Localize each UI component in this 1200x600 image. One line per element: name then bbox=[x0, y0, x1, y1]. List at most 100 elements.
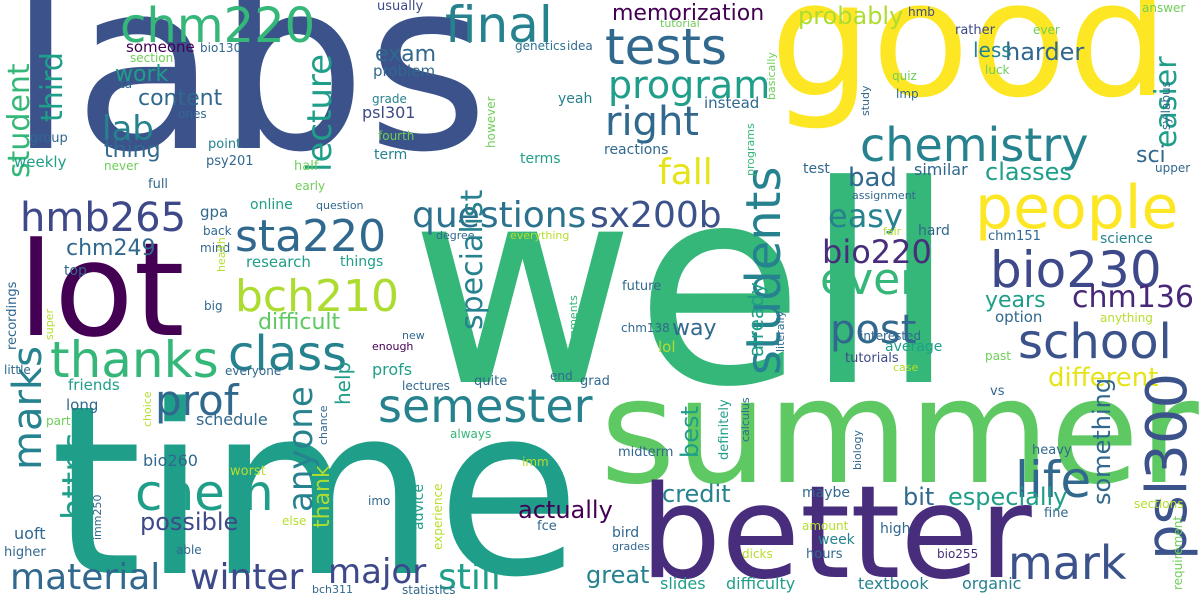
word-psl300: psl300 bbox=[1135, 372, 1200, 560]
word-super: super bbox=[43, 309, 56, 340]
word-third: third bbox=[35, 52, 70, 122]
word-gpa: gpa bbox=[200, 203, 229, 221]
word-difficulty: difficulty bbox=[726, 574, 796, 593]
word-bio255: bio255 bbox=[937, 547, 979, 561]
word-lot: lot bbox=[18, 214, 185, 366]
word-time: time bbox=[50, 356, 581, 600]
word-heavy: heavy bbox=[1032, 443, 1072, 458]
word-material: material bbox=[10, 557, 161, 598]
word-dicks: dicks bbox=[742, 547, 773, 561]
word-people: people bbox=[975, 173, 1179, 243]
word-full: full bbox=[148, 177, 169, 192]
word-never: never bbox=[104, 159, 139, 173]
word-way: way bbox=[672, 316, 717, 341]
word-statistics: statistics bbox=[402, 583, 456, 597]
word-psl301: psl301 bbox=[362, 103, 416, 122]
word-ta: ta bbox=[120, 77, 133, 91]
word-assignments: assignments bbox=[567, 295, 580, 365]
word-ones: ones bbox=[178, 107, 207, 121]
word-back: back bbox=[203, 224, 232, 238]
word-imm250: imm250 bbox=[91, 494, 104, 540]
word-exam: exam bbox=[375, 42, 437, 67]
word-usually: usually bbox=[377, 0, 424, 14]
word-chem: chem bbox=[135, 464, 274, 522]
word-bio220: bio220 bbox=[822, 233, 932, 271]
word-everything: everything bbox=[510, 229, 570, 242]
word-help: help bbox=[331, 361, 355, 405]
word-good: good bbox=[770, 0, 1169, 133]
word-chm138: chm138 bbox=[621, 321, 670, 335]
word-interested: interested bbox=[860, 329, 922, 343]
word-online: online bbox=[250, 197, 293, 213]
word-credit: credit bbox=[662, 480, 731, 508]
word-school: school bbox=[1018, 314, 1172, 370]
word-grades: grades bbox=[612, 540, 650, 553]
word-different: different bbox=[1048, 363, 1159, 393]
word-section: section bbox=[130, 51, 174, 65]
word-maybe: maybe bbox=[802, 485, 851, 501]
word-content: content bbox=[138, 86, 223, 111]
word-science: science bbox=[1100, 231, 1153, 247]
word-instead: instead bbox=[704, 94, 760, 112]
word-final: final bbox=[445, 0, 553, 54]
word-enough: enough bbox=[372, 340, 414, 353]
word-fair: fair bbox=[883, 225, 902, 238]
word-program: program bbox=[608, 63, 771, 107]
word-hmb265: hmb265 bbox=[20, 195, 187, 241]
word-questions: questions bbox=[412, 195, 587, 236]
word-fourth: fourth bbox=[378, 129, 415, 143]
word-amount: amount bbox=[802, 519, 849, 533]
word-part: part bbox=[46, 414, 71, 428]
word-basically: basically bbox=[765, 52, 778, 100]
word-semester: semester bbox=[378, 379, 593, 433]
word-class: class bbox=[228, 326, 348, 382]
word-life: life bbox=[1015, 451, 1092, 509]
word-chm249: chm249 bbox=[66, 236, 156, 261]
word-tutorial: tutorial bbox=[660, 17, 700, 30]
word-definitely: definitely bbox=[717, 399, 732, 460]
word-everyone: everyone bbox=[225, 364, 282, 378]
word-quite: quite bbox=[474, 374, 508, 389]
word-especially: especially bbox=[948, 483, 1068, 511]
word-recordings: recordings bbox=[5, 281, 20, 350]
word-tests: tests bbox=[605, 18, 728, 76]
word-hmb: hmb bbox=[908, 5, 935, 19]
word-early: early bbox=[295, 179, 326, 193]
word-thing: thing bbox=[104, 138, 161, 163]
word-chemistry: chemistry bbox=[860, 118, 1089, 172]
word-yeah: yeah bbox=[558, 91, 593, 107]
word-tutorials: tutorials bbox=[845, 351, 899, 366]
word-slides: slides bbox=[660, 574, 706, 593]
word-future: future bbox=[622, 279, 662, 294]
word-possible: possible bbox=[140, 508, 239, 536]
word-classes: classes bbox=[985, 158, 1072, 186]
word-grad: grad bbox=[580, 374, 610, 389]
word-fall: fall bbox=[658, 152, 713, 193]
word-genetics: genetics bbox=[515, 39, 566, 53]
word-answer: answer bbox=[1142, 1, 1186, 15]
word-luck: luck bbox=[985, 63, 1010, 77]
word-fine: fine bbox=[1044, 506, 1069, 521]
word-study: study bbox=[859, 85, 872, 116]
word-degree: degree bbox=[436, 229, 475, 242]
word-hard: hard bbox=[918, 223, 950, 239]
word-bch311: bch311 bbox=[312, 583, 353, 596]
word-sta220: sta220 bbox=[235, 211, 387, 262]
word-labs: labs bbox=[8, 0, 489, 204]
word-imo: imo bbox=[368, 494, 391, 508]
word-lectures: lectures bbox=[402, 379, 450, 393]
word-question: question bbox=[316, 199, 364, 212]
word-biology: biology bbox=[851, 429, 864, 470]
word-terms: terms bbox=[520, 151, 561, 167]
word-organic: organic bbox=[962, 574, 1022, 593]
word-top: top bbox=[64, 263, 87, 279]
word-great: great bbox=[586, 561, 650, 589]
word-half: half bbox=[294, 159, 319, 174]
word-programs: programs bbox=[744, 123, 757, 176]
word-bio230: bio230 bbox=[990, 241, 1162, 299]
word-assignment: assignment bbox=[852, 189, 916, 202]
word-term: term bbox=[374, 147, 408, 163]
word-bio130: bio130 bbox=[200, 41, 242, 55]
word-textbook: textbook bbox=[858, 574, 929, 593]
